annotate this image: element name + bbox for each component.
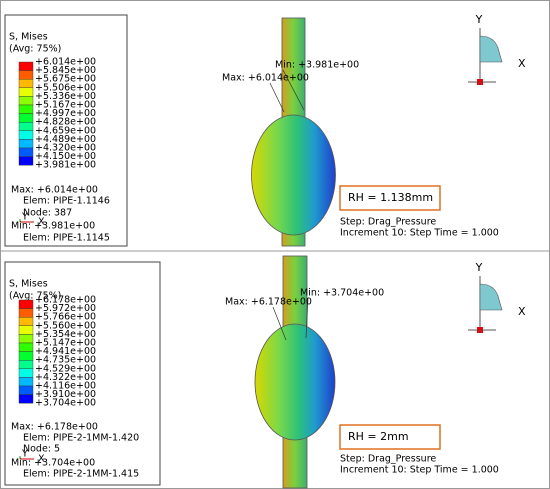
- info-line: Elem: PIPE-2-1MM-1.420: [23, 433, 139, 444]
- icon-origin: [477, 79, 483, 85]
- color-band: [18, 96, 34, 106]
- triad-label: Y: [21, 449, 28, 460]
- color-band: [18, 61, 34, 71]
- legend-level: +5.354e+00: [35, 329, 96, 340]
- color-band: [18, 87, 34, 97]
- legend-level: +4.116e+00: [35, 381, 96, 392]
- legend-level: +5.675e+00: [35, 74, 96, 85]
- legend-level: +3.981e+00: [35, 160, 96, 171]
- color-band: [18, 368, 34, 378]
- color-band: [18, 385, 34, 395]
- rh-box: [339, 185, 441, 211]
- legend-level: +4.828e+00: [35, 117, 96, 128]
- triad-label: X: [38, 217, 45, 228]
- leader: [282, 69, 305, 111]
- legend-level: +4.150e+00: [35, 151, 96, 162]
- legend-level: +5.845e+00: [35, 65, 96, 76]
- legend-level: +5.560e+00: [35, 320, 96, 331]
- step-label: Step: Drag_Pressure: [340, 454, 436, 465]
- max-label: Max: +6.178e+00: [225, 297, 312, 308]
- legend-level: +4.735e+00: [35, 355, 96, 366]
- increment-label: Increment 10: Step Time = 1.000: [340, 228, 499, 239]
- info-line: Min: +3.704e+00: [11, 458, 95, 469]
- legend-level: +5.972e+00: [35, 303, 96, 314]
- min-label: Min: +3.981e+00: [275, 60, 359, 71]
- pipe-bulge: [254, 323, 336, 441]
- legend-level: +5.167e+00: [35, 100, 96, 111]
- legend-level: +4.320e+00: [35, 143, 96, 154]
- increment-label: Increment 10: Step Time = 1.000: [340, 465, 499, 476]
- leader: [305, 297, 309, 339]
- info-line: Max: +6.178e+00: [11, 422, 98, 433]
- icon-origin: [477, 327, 483, 333]
- color-band: [18, 130, 34, 140]
- icon-shape: [479, 283, 503, 311]
- color-band: [18, 156, 34, 166]
- legend-title: S, Mises: [9, 32, 48, 43]
- legend-subtitle: (Avg: 75%): [9, 291, 61, 302]
- info-line: Elem: PIPE-2-1MM-1.415: [23, 469, 139, 480]
- leader: [269, 82, 285, 113]
- color-band: [18, 139, 34, 149]
- legend-level: +5.147e+00: [35, 338, 96, 349]
- color-band: [18, 121, 34, 131]
- color-band: [18, 334, 34, 344]
- color-band: [18, 104, 34, 114]
- rh-box: [339, 424, 441, 450]
- legend-level: +4.997e+00: [35, 108, 96, 119]
- info-line: Min: +3.981e+00: [11, 221, 95, 232]
- legend-level: +4.322e+00: [35, 372, 96, 383]
- color-band: [18, 317, 34, 327]
- min-label: Min: +3.704e+00: [300, 288, 384, 299]
- legend-level: +4.529e+00: [35, 363, 96, 374]
- info-line: Node: 387: [23, 208, 72, 219]
- color-band: [18, 342, 34, 352]
- info-line: Elem: PIPE-1.1146: [23, 196, 110, 207]
- color-band: [18, 70, 34, 80]
- rh-label: RH = 2mm: [348, 430, 409, 443]
- pipe-bulge: [251, 114, 336, 236]
- legend-level: +6.178e+00: [35, 295, 96, 306]
- step-label: Step: Drag_Pressure: [340, 217, 436, 228]
- leader: [272, 306, 287, 341]
- axis-x-label: X: [518, 57, 526, 70]
- color-band: [18, 325, 34, 335]
- color-band: [18, 147, 34, 157]
- color-band: [18, 308, 34, 318]
- color-band: [18, 299, 34, 309]
- rh-label: RH = 1.138mm: [348, 191, 433, 204]
- legend-level: +5.336e+00: [35, 91, 96, 102]
- legend-level: +5.766e+00: [35, 312, 96, 323]
- color-band: [18, 78, 34, 88]
- legend-level: +4.941e+00: [35, 346, 96, 357]
- legend-level: +3.910e+00: [35, 389, 96, 400]
- max-label: Max: +6.014e+00: [222, 73, 309, 84]
- legend-level: +4.489e+00: [35, 134, 96, 145]
- legend-level: +6.014e+00: [35, 57, 96, 68]
- info-line: Max: +6.014e+00: [11, 185, 98, 196]
- triad-label: X: [38, 454, 45, 465]
- triad-label: Y: [21, 212, 28, 223]
- info-line: Elem: PIPE-1.1145: [23, 233, 110, 244]
- color-band: [18, 377, 34, 387]
- color-band: [18, 360, 34, 370]
- legend-level: +4.659e+00: [35, 125, 96, 136]
- axis-x-label: X: [518, 305, 526, 318]
- color-band: [18, 351, 34, 361]
- info-line: Node: 5: [23, 444, 60, 455]
- legend-level: +5.506e+00: [35, 82, 96, 93]
- color-band: [18, 394, 34, 404]
- axis-y-label: Y: [475, 261, 483, 274]
- color-band: [18, 113, 34, 123]
- axis-y-label: Y: [475, 13, 483, 26]
- legend-level: +3.704e+00: [35, 398, 96, 409]
- legend-subtitle: (Avg: 75%): [9, 44, 61, 55]
- legend-title: S, Mises: [9, 279, 48, 290]
- icon-shape: [479, 35, 503, 63]
